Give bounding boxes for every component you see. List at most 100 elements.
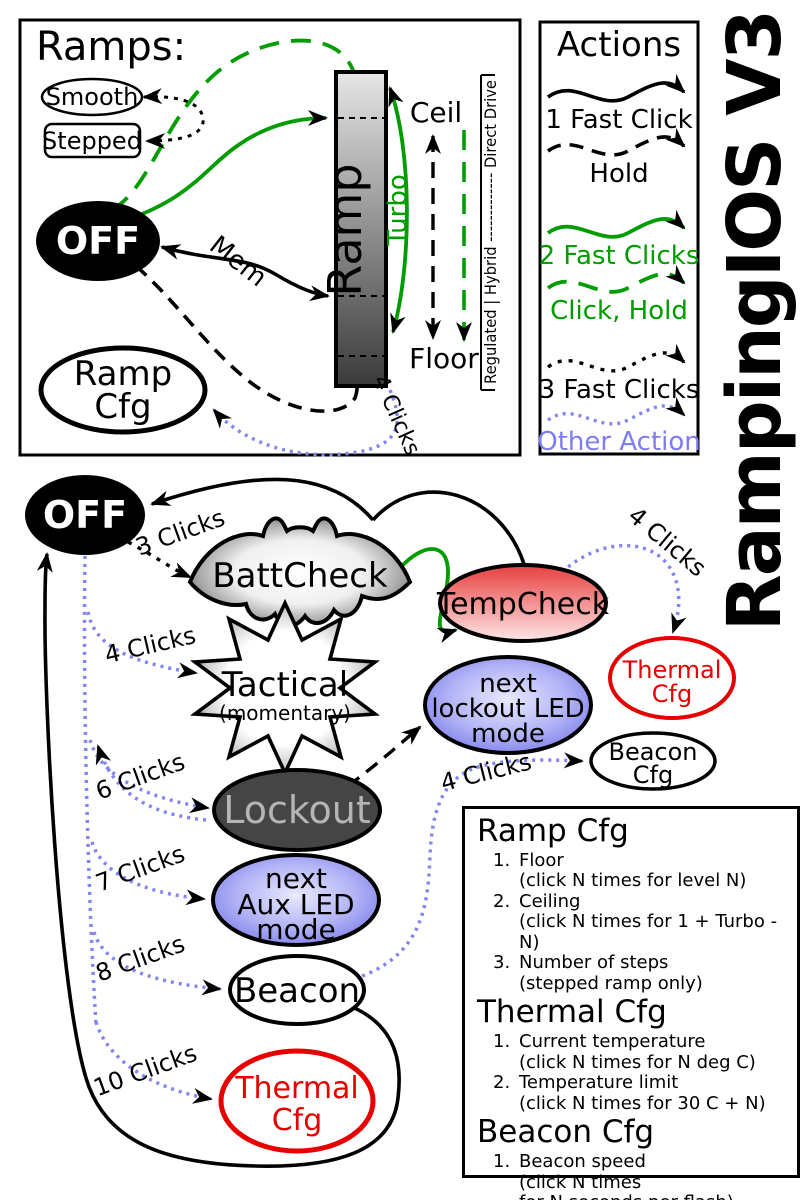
ramp-bar <box>334 70 388 388</box>
node-ramp-cfg-line1: Ramp <box>74 354 172 394</box>
node-thermal-cfg-lower <box>218 1048 376 1154</box>
node-beacon-cfg-line2: Cfg <box>633 761 673 789</box>
actions-panel-border <box>538 20 700 456</box>
legend-3-fast-clicks-label: 3 Fast Clicks <box>539 375 700 405</box>
node-battcheck-label: BattCheck <box>212 556 388 596</box>
node-beacon <box>228 954 366 1026</box>
legend-click-hold-label: Click, Hold <box>550 296 688 326</box>
node-next-lockout-led-line3: mode <box>471 719 545 749</box>
item-number: 2. <box>493 1072 511 1094</box>
label-6-clicks: 6 Clicks <box>92 747 189 805</box>
edge-ramp-4clicks-rampcfg <box>212 389 399 457</box>
node-thermal-cfg-lower-line2: Cfg <box>272 1103 323 1138</box>
node-thermal-cfg-upper-line1: Thermal <box>622 656 722 684</box>
node-lockout <box>212 768 382 852</box>
node-tempcheck <box>438 563 608 643</box>
legend-3-fast-clicks-arrow <box>546 343 686 373</box>
node-beacon-label: Beacon <box>234 971 360 1011</box>
node-off-main <box>25 475 145 555</box>
item-detail: (click N times for N deg C) <box>519 1051 756 1073</box>
node-beacon-cfg-line1: Beacon <box>608 738 697 766</box>
edge-off-6clicks-lockout <box>88 739 210 814</box>
item-detail: (click N times for N seconds per flash) <box>519 1171 734 1200</box>
item-number: 3. <box>493 952 511 974</box>
label-7-clicks: 7 Clicks <box>92 839 189 897</box>
item-name: Temperature limit <box>519 1072 679 1094</box>
edge-off-4clicks-tactical <box>86 611 198 679</box>
node-next-lockout-led <box>423 655 593 755</box>
item-number: 1. <box>493 849 511 871</box>
node-smooth <box>40 77 144 117</box>
node-tactical-line2: (momentary) <box>219 701 351 725</box>
ceil-label: Ceil <box>410 96 462 129</box>
node-next-lockout-led-line1: next <box>479 669 537 699</box>
edge-off-2clicks-ceil <box>119 110 328 224</box>
legend-other-action-label: Other Action <box>537 427 701 457</box>
item-name: Beacon speed <box>519 1151 646 1173</box>
node-thermal-cfg-lower-line1: Thermal <box>234 1071 359 1106</box>
config-beacon-title: Beacon Cfg <box>477 1114 655 1151</box>
legend-hold-label: Hold <box>589 159 648 189</box>
node-ramp-cfg-line2: Cfg <box>94 387 151 427</box>
edge-tempcheck-1click-off <box>371 490 526 565</box>
label-4-clicks-tactical: 4 Clicks <box>102 621 199 669</box>
edge-beacon-4clicks-beaconcfg <box>361 752 584 978</box>
mem-label: Mem <box>204 230 273 293</box>
edge-lockout-hold-lockoutled <box>346 725 422 788</box>
legend-hold-arrow <box>546 127 686 157</box>
label-8-clicks: 8 Clicks <box>92 929 189 987</box>
page-title: RampingIOS V3 <box>698 6 812 636</box>
edge-off-7clicks-auxled <box>90 841 206 906</box>
config-beacon-item-1: 1. Beacon speed (click N times for N sec… <box>477 1151 787 1200</box>
config-ramp-item-2: 2. Ceiling (click N times for 1 + Turbo … <box>477 890 787 954</box>
node-off-top <box>36 201 160 281</box>
node-thermal-cfg-upper <box>608 636 736 720</box>
item-number: 2. <box>493 890 511 912</box>
config-thermal-title: Thermal Cfg <box>477 994 667 1031</box>
node-thermal-cfg-upper-line2: Cfg <box>652 680 692 708</box>
node-tempcheck-label: TempCheck <box>436 587 610 622</box>
node-stepped-label: Stepped <box>42 127 142 155</box>
legend-click-hold-arrow <box>546 264 686 294</box>
config-ramp-item-3: 3. Number of steps (stepped ramp only) <box>477 953 787 994</box>
item-name: Floor <box>519 849 564 871</box>
edge-beacon-1click-off-loop <box>36 552 401 1168</box>
item-name: Number of steps <box>519 952 669 974</box>
config-thermal-item-1: 1. Current temperature (click N times fo… <box>477 1031 787 1073</box>
item-name: Ceiling <box>519 890 581 912</box>
turbo-label: Turbo <box>383 174 413 247</box>
item-name: Current temperature <box>519 1031 706 1053</box>
item-detail: (click N times for 30 C + N) <box>519 1092 766 1114</box>
edge-off-8clicks-beacon <box>92 931 222 996</box>
ramps-panel-border <box>18 18 522 457</box>
legend-2-fast-clicks-label: 2 Fast Clicks <box>539 241 700 271</box>
node-battcheck <box>187 516 413 628</box>
edge-off-mem-ramp <box>160 244 330 302</box>
ramp-4clicks-label: 4 Clicks <box>367 372 424 460</box>
legend-1-fast-click-arrow <box>546 73 686 103</box>
node-tactical-line1: Tactical <box>221 665 348 705</box>
node-stepped <box>43 122 142 159</box>
ramp-bar-label: Ramp <box>318 163 372 296</box>
ramps-panel-title: Ramps: <box>36 24 186 70</box>
node-next-aux-led-line1: next <box>265 862 327 895</box>
edge-off-hold-floor <box>134 264 366 413</box>
actions-panel-title: Actions <box>557 25 681 65</box>
edge-tempcheck-4clicks-thermalcfg <box>560 543 687 634</box>
node-off-top-label: OFF <box>56 219 140 263</box>
config-ramp-title: Ramp Cfg <box>477 813 629 849</box>
floor-label: Floor <box>409 342 479 375</box>
config-ramp-item-1: 1. Floor (click N times for level N) <box>477 849 787 892</box>
label-4-clicks-beacon: 4 Clicks <box>438 747 535 797</box>
config-panel: Ramp Cfg 1. Floor (click N times for lev… <box>462 806 800 1200</box>
config-thermal-item-2: 2. Temperature limit (click N times for … <box>477 1072 787 1114</box>
item-number: 1. <box>493 1031 511 1053</box>
node-next-lockout-led-line2: lockout LED <box>431 694 584 724</box>
page-title-text: RampingIOS V3 <box>712 10 798 632</box>
legend-other-action-arrow <box>546 396 686 426</box>
item-detail: (click N times for 1 + Turbo - N) <box>519 911 778 953</box>
label-10-clicks: 10 Clicks <box>90 1039 201 1102</box>
edge-off-clicks-trunk <box>82 555 98 1025</box>
